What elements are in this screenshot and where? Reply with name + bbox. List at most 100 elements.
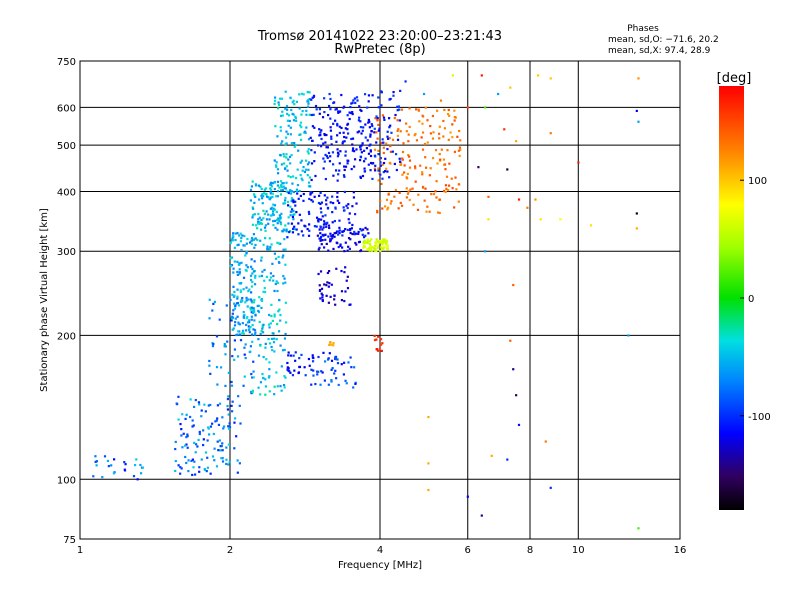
data-point: [286, 132, 290, 136]
data-point: [268, 218, 271, 221]
data-point: [328, 92, 331, 96]
data-point: [278, 308, 281, 311]
data-point: [228, 422, 231, 425]
data-point: [254, 243, 257, 247]
data-point: [378, 199, 382, 203]
data-point: [343, 361, 346, 364]
data-point: [286, 204, 290, 207]
data-point: [400, 157, 404, 160]
data-point: [320, 201, 324, 204]
data-point: [416, 208, 420, 211]
data-point: [381, 163, 384, 166]
data-point: [351, 149, 354, 152]
data-point: [343, 175, 346, 178]
data-point: [263, 268, 266, 272]
data-point: [308, 229, 311, 232]
data-point: [458, 146, 462, 149]
data-point: [261, 202, 264, 205]
data-point: [291, 101, 294, 104]
data-point: [443, 163, 446, 166]
data-point: [383, 118, 386, 122]
data-point: [107, 464, 110, 468]
data-point: [214, 420, 217, 423]
data-point: [360, 144, 363, 147]
data-point: [253, 260, 256, 263]
data-point: [357, 119, 361, 122]
data-point: [282, 248, 285, 251]
data-point: [375, 238, 378, 241]
data-point: [133, 463, 137, 467]
data-point: [319, 202, 322, 206]
data-point: [269, 190, 272, 194]
data-point: [307, 147, 310, 151]
data-point: [253, 298, 256, 302]
data-point: [397, 207, 400, 210]
data-point: [249, 188, 253, 192]
data-point: [331, 367, 334, 370]
data-point: [343, 190, 346, 194]
data-point: [490, 454, 493, 457]
data-point: [334, 355, 338, 359]
data-point: [364, 157, 367, 160]
data-point: [291, 227, 295, 230]
data-point: [353, 150, 356, 153]
data-point: [310, 383, 313, 386]
data-point: [355, 148, 358, 151]
data-point: [222, 425, 226, 428]
data-point: [271, 319, 274, 322]
y-tick-label: 200: [57, 331, 76, 342]
data-point: [306, 174, 309, 177]
data-point: [371, 94, 374, 97]
data-point: [194, 451, 197, 454]
data-point: [259, 344, 262, 347]
data-point: [203, 403, 206, 406]
data-point: [284, 248, 287, 251]
data-point: [254, 183, 257, 186]
data-point: [256, 222, 260, 225]
data-point: [308, 91, 311, 94]
data-point: [346, 114, 349, 117]
data-point: [487, 195, 490, 198]
data-point: [243, 346, 246, 349]
data-point: [286, 366, 289, 369]
data-point: [429, 167, 432, 170]
data-point: [240, 281, 243, 285]
data-point: [349, 229, 352, 232]
data-point: [381, 207, 384, 210]
data-point: [398, 157, 401, 160]
data-point: [227, 443, 230, 446]
data-point: [244, 301, 247, 304]
data-point: [376, 349, 380, 352]
data-point: [319, 239, 322, 242]
data-point: [311, 96, 314, 99]
data-point: [627, 334, 630, 337]
data-point: [244, 343, 247, 346]
data-point: [346, 275, 349, 278]
data-point: [237, 395, 240, 398]
data-point: [487, 218, 490, 221]
data-point: [290, 197, 293, 200]
data-point: [277, 242, 281, 245]
data-point: [182, 432, 185, 435]
data-point: [190, 459, 193, 463]
data-point: [376, 211, 379, 214]
data-point: [324, 177, 327, 181]
data-point: [290, 154, 293, 157]
data-point: [292, 175, 295, 178]
data-point: [324, 238, 327, 241]
data-point: [290, 199, 293, 203]
data-point: [306, 150, 309, 153]
data-point: [337, 110, 340, 113]
data-point: [298, 357, 301, 360]
data-point: [280, 163, 283, 166]
data-point: [241, 329, 245, 332]
data-point: [404, 80, 407, 83]
data-point: [250, 390, 253, 393]
data-point: [291, 374, 295, 377]
data-point: [189, 398, 192, 401]
data-point: [94, 460, 97, 464]
data-point: [260, 197, 264, 200]
data-point: [226, 397, 230, 401]
data-point: [285, 105, 289, 108]
